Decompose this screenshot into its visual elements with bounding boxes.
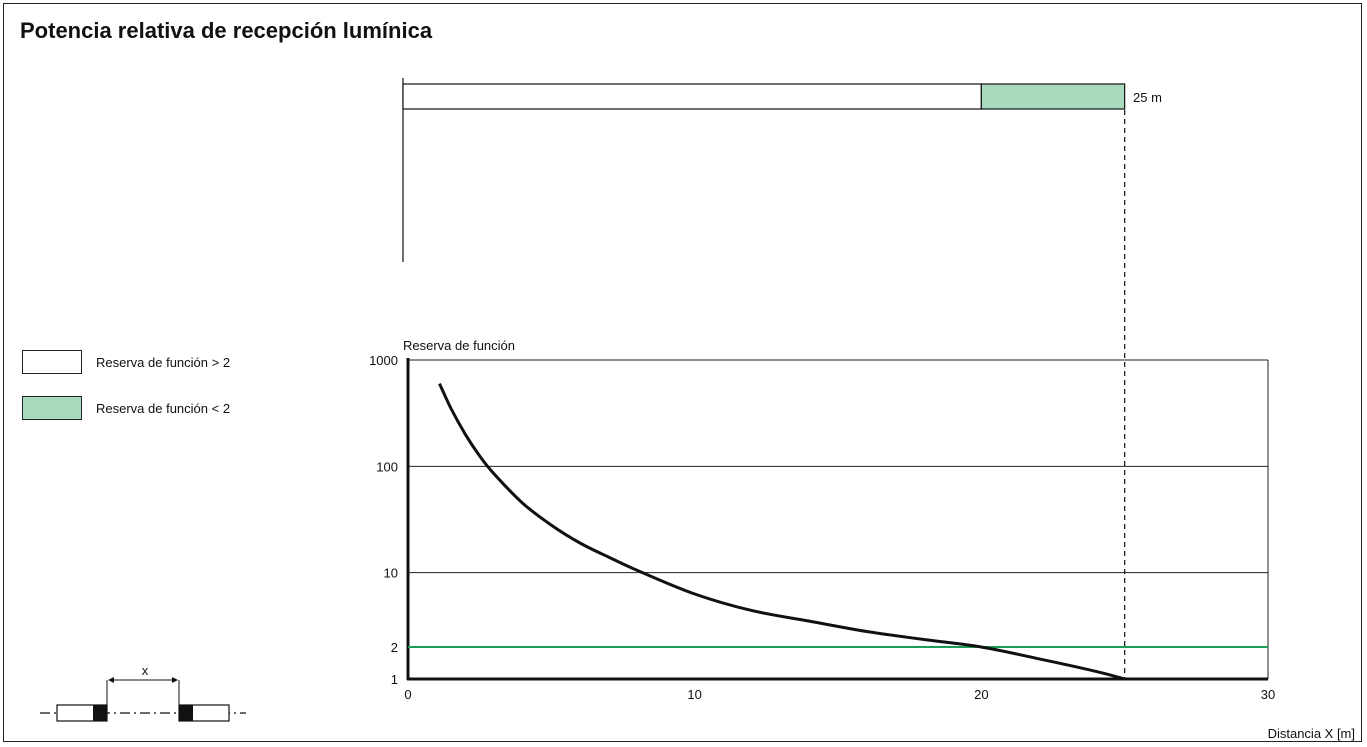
x-tick-label-20: 20 [974,687,988,702]
y-tick-label-1: 1 [391,672,398,687]
x-tick-label-30: 30 [1261,687,1275,702]
reference-lines [408,110,1268,679]
y-axis-label: Reserva de función [403,338,515,353]
range-bar [402,78,1126,262]
range-bar-reserve-gt2 [402,83,982,110]
legend-swatch-reserve-lt2 [22,396,82,420]
legend-label-reserve-lt2: Reserva de función < 2 [96,401,231,416]
y-tick-label-100: 100 [376,459,398,474]
emitter-lens-icon [93,705,107,721]
grid [408,359,1269,679]
range-bar-label: 25 m [1133,90,1162,105]
distance-diagram: x [40,663,246,722]
series-line-0 [438,382,1126,681]
series [438,382,1126,681]
distance-diagram-label: x [142,663,149,678]
arrow-left-icon [108,677,114,683]
ticks: 1 2 10 100 1000 0 10 20 30 [369,353,1275,702]
x-tick-label-10: 10 [687,687,701,702]
y-tick-label-1000: 1000 [369,353,398,368]
y-tick-label-2: 2 [391,640,398,655]
x-tick-label-0: 0 [404,687,411,702]
receiver-lens-icon [179,705,193,721]
y-tick-label-10: 10 [384,566,398,581]
x-axis-label: Distancia X [m] [1268,726,1355,741]
axes [406,358,1268,681]
figure-frame [3,3,1362,742]
legend-label-reserve-gt2: Reserva de función > 2 [96,355,231,370]
range-bar-reserve-lt2 [980,83,1126,110]
page-title: Potencia relativa de recepción lumínica [20,18,433,43]
arrow-right-icon [172,677,178,683]
legend-swatch-reserve-gt2 [22,350,82,374]
